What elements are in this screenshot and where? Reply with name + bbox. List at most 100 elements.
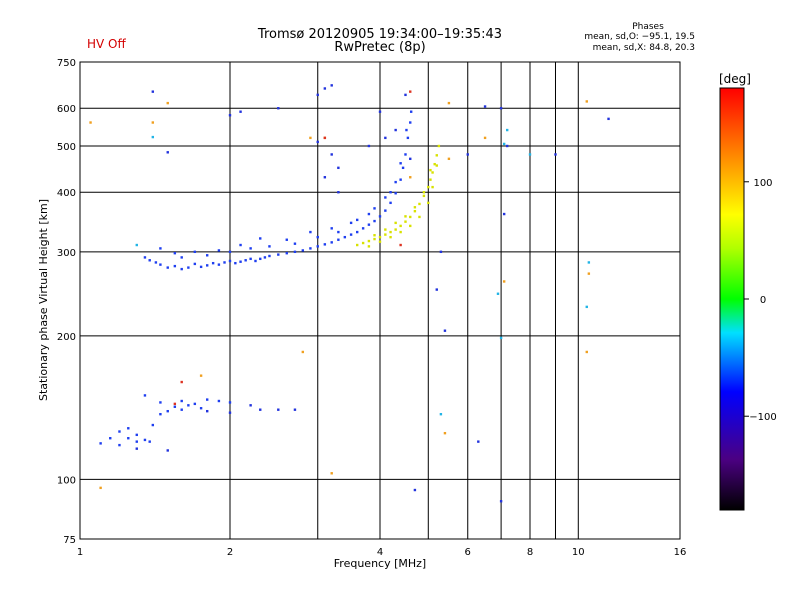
data-point xyxy=(180,267,183,271)
data-point xyxy=(166,151,169,154)
data-point xyxy=(355,243,359,247)
data-point xyxy=(378,215,382,218)
data-point xyxy=(151,121,155,124)
phases-x-mode-stats: mean, sd,X: 84.8, 20.3 xyxy=(592,43,695,53)
data-point xyxy=(437,144,441,148)
data-point xyxy=(367,212,371,216)
data-point xyxy=(373,234,376,237)
data-point xyxy=(228,401,232,404)
data-point xyxy=(378,240,382,243)
data-point xyxy=(502,212,506,216)
plot-frame xyxy=(79,61,681,540)
data-point xyxy=(259,237,262,240)
data-point xyxy=(193,402,197,406)
data-point xyxy=(217,249,221,252)
data-point xyxy=(409,121,412,124)
data-point xyxy=(166,449,169,452)
data-point xyxy=(373,207,376,210)
data-point xyxy=(404,215,407,218)
data-point xyxy=(367,223,371,226)
x-tick-label: 8 xyxy=(527,547,533,558)
data-point xyxy=(399,243,402,247)
data-point xyxy=(109,437,112,440)
data-point xyxy=(404,93,407,97)
data-point xyxy=(166,266,169,269)
data-point xyxy=(187,404,190,407)
data-point xyxy=(389,201,392,205)
data-point xyxy=(409,110,413,113)
data-point xyxy=(223,261,226,264)
data-point xyxy=(337,191,340,194)
data-point xyxy=(418,215,421,219)
data-point xyxy=(323,87,327,90)
data-point xyxy=(429,178,432,181)
data-point xyxy=(249,247,252,250)
data-point xyxy=(135,433,138,437)
data-point xyxy=(528,153,532,156)
data-point xyxy=(301,249,305,252)
status-label: HV Off xyxy=(87,37,126,51)
data-point xyxy=(277,107,280,110)
data-point xyxy=(378,110,382,113)
data-point xyxy=(554,153,557,156)
data-point xyxy=(285,238,288,241)
data-point xyxy=(394,221,397,225)
data-point xyxy=(127,427,130,430)
data-point xyxy=(180,380,183,384)
data-point xyxy=(151,423,155,427)
data-point xyxy=(205,254,209,257)
data-point xyxy=(285,252,288,255)
colorbar-tick-label: −100 xyxy=(749,412,776,423)
data-point xyxy=(249,257,252,261)
data-point xyxy=(293,242,297,245)
data-point xyxy=(496,292,500,295)
data-point xyxy=(361,227,365,230)
data-point xyxy=(409,157,412,161)
data-point xyxy=(249,404,252,407)
x-tick-label: 10 xyxy=(572,547,585,558)
data-point xyxy=(587,272,591,275)
data-point xyxy=(343,235,347,239)
data-point xyxy=(148,259,151,262)
data-point xyxy=(330,153,333,156)
data-point xyxy=(413,206,417,209)
data-point xyxy=(399,230,402,234)
data-point xyxy=(309,136,312,140)
y-tick-label: 750 xyxy=(57,58,76,69)
data-point xyxy=(435,164,438,167)
data-point xyxy=(384,136,387,140)
data-point xyxy=(406,136,410,140)
colorbar-tick-label: 100 xyxy=(753,178,772,189)
data-point xyxy=(427,201,430,205)
data-point xyxy=(435,154,438,157)
data-point xyxy=(505,144,509,148)
data-point xyxy=(151,90,155,93)
data-point xyxy=(205,398,209,401)
data-point xyxy=(373,237,376,241)
data-point xyxy=(239,260,242,263)
data-point xyxy=(483,105,487,108)
data-point xyxy=(409,90,412,93)
data-point xyxy=(135,243,138,247)
data-point xyxy=(466,153,469,156)
data-point xyxy=(413,209,417,213)
data-point xyxy=(384,228,387,231)
data-point xyxy=(135,447,138,450)
data-point xyxy=(259,257,262,261)
data-point xyxy=(404,153,407,156)
data-point xyxy=(323,243,327,246)
data-point xyxy=(373,219,376,223)
x-tick-labels: 1 2 4 6 8 10 16 xyxy=(77,547,687,558)
data-point xyxy=(443,431,447,435)
data-point xyxy=(234,261,237,265)
chart-title: Tromsø 20120905 19:34:00–19:35:43 xyxy=(257,27,503,42)
y-tick-label: 600 xyxy=(57,104,76,115)
data-point xyxy=(607,117,610,121)
data-point xyxy=(384,209,387,212)
data-point xyxy=(166,101,169,105)
data-point xyxy=(217,263,221,266)
data-point xyxy=(205,409,209,413)
data-point xyxy=(159,412,162,416)
data-point xyxy=(585,305,588,309)
data-point xyxy=(330,472,333,475)
